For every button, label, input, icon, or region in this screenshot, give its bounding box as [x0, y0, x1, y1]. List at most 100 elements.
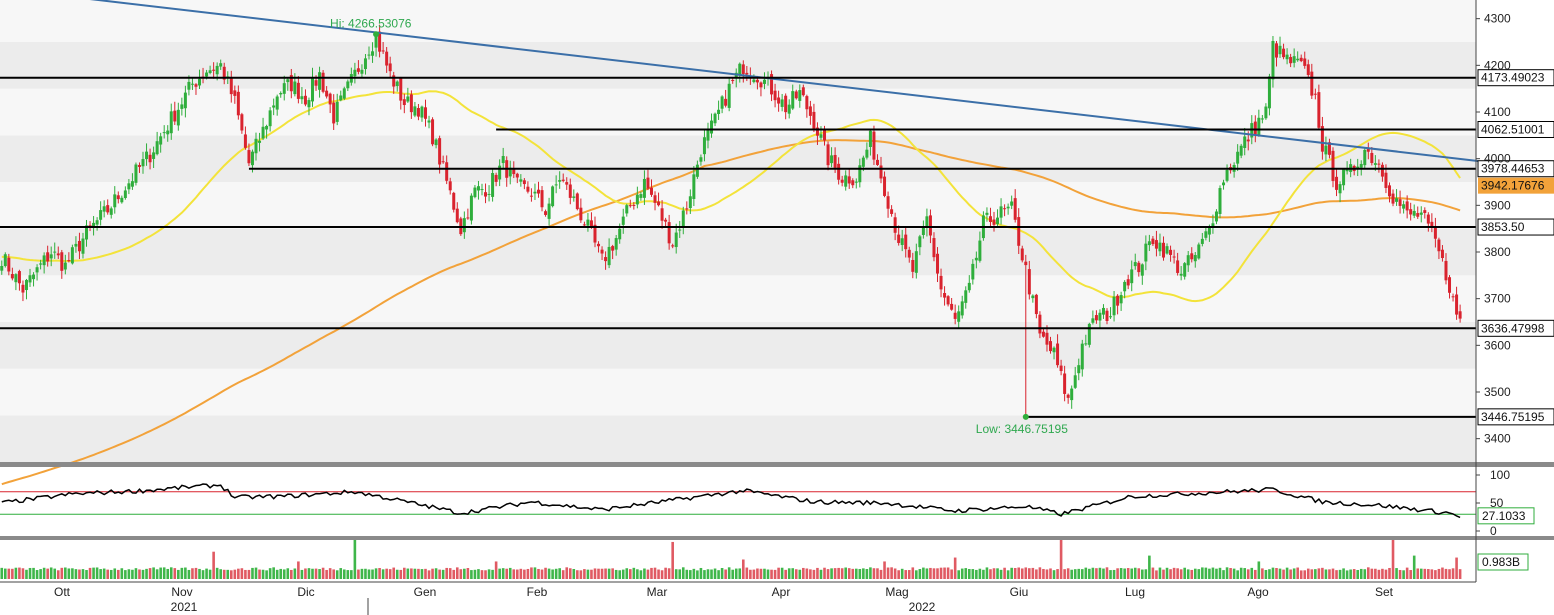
volume-bar	[388, 569, 392, 579]
volume-bar	[1342, 568, 1345, 579]
volume-bar	[1006, 570, 1010, 579]
candle-body	[1222, 182, 1226, 186]
volume-bar	[745, 567, 749, 579]
volume-bar	[621, 569, 625, 579]
volume-bar	[957, 570, 960, 579]
volume-bar	[1275, 568, 1278, 579]
volume-bar	[1169, 569, 1172, 579]
volume-bar	[1236, 570, 1239, 579]
volume-bar	[653, 567, 657, 579]
candle-body	[353, 69, 357, 77]
volume-bar	[452, 569, 456, 579]
candle-body	[1419, 212, 1423, 215]
volume-bar	[392, 567, 396, 579]
candle-body	[851, 180, 855, 186]
candle-body	[32, 274, 36, 280]
volume-bar	[346, 570, 350, 579]
candle-body	[731, 80, 735, 82]
candle-body	[399, 77, 403, 101]
candle-body	[1440, 249, 1444, 259]
volume-bar	[685, 569, 689, 579]
volume-bar	[290, 569, 293, 579]
candle-body	[1066, 394, 1070, 398]
volume-bar	[208, 569, 212, 579]
candle-body	[275, 96, 279, 110]
candle-body	[632, 204, 636, 206]
candle-body	[953, 312, 957, 319]
candle-body	[1094, 315, 1098, 321]
candle-body	[565, 182, 569, 185]
volume-bar	[268, 568, 272, 579]
volume-bar	[470, 570, 473, 579]
volume-bar	[272, 567, 275, 579]
candle-body	[1087, 323, 1091, 345]
volume-bar	[1268, 569, 1271, 579]
volume-bar	[1190, 569, 1194, 579]
candle-body	[667, 222, 671, 244]
volume-bar	[699, 567, 703, 579]
level-tag-label: 3853.50	[1481, 220, 1525, 234]
candle-body	[1331, 150, 1335, 181]
candle-body	[1190, 253, 1194, 260]
candle-body	[1458, 311, 1462, 319]
candle-body	[808, 106, 812, 116]
candle-body	[628, 205, 632, 207]
candle-body	[360, 69, 364, 74]
candle-body	[1271, 40, 1275, 80]
candle-body	[589, 220, 593, 228]
volume-bar	[1398, 569, 1402, 579]
volume-bar	[194, 567, 198, 579]
volume-bar	[1306, 568, 1310, 579]
volume-bar	[353, 540, 357, 579]
volume-bar	[681, 567, 685, 579]
candle-body	[664, 219, 668, 222]
candle-body	[1433, 225, 1437, 239]
candle-body	[918, 236, 922, 248]
candle-body	[1236, 151, 1240, 164]
volume-bar	[703, 570, 706, 579]
candle-body	[265, 125, 269, 130]
candle-body	[798, 90, 802, 101]
candle-body	[1402, 204, 1406, 209]
candle-body	[1313, 93, 1317, 95]
candle-body	[247, 150, 251, 164]
volume-bar	[1112, 569, 1116, 579]
candle-body	[356, 68, 360, 72]
candle-body	[939, 275, 943, 290]
candle-body	[3, 254, 7, 267]
volume-bar	[533, 567, 537, 579]
candle-body	[1123, 281, 1127, 292]
candle-body	[964, 290, 968, 303]
candle-body	[625, 205, 629, 214]
volume-bar	[325, 569, 328, 579]
volume-bar	[1038, 567, 1042, 579]
candle-body	[113, 194, 117, 208]
candle-body	[702, 137, 706, 155]
candle-body	[582, 224, 586, 226]
level-tag	[1477, 218, 1554, 236]
candle-body	[1137, 262, 1141, 273]
volume-bar	[611, 568, 614, 579]
low-marker	[1022, 413, 1029, 420]
volume-bar	[124, 570, 127, 579]
volume-bar	[1254, 569, 1257, 579]
candle-body	[180, 104, 184, 109]
price-tick-label: 3600	[1484, 338, 1511, 352]
volume-bar	[784, 569, 787, 579]
volume-bar	[1430, 569, 1434, 579]
candle-body	[498, 165, 502, 180]
candle-body	[166, 130, 170, 135]
candle-body	[1405, 201, 1409, 211]
volume-bar	[88, 567, 92, 579]
candle-body	[780, 99, 784, 107]
volume-bar	[865, 568, 869, 579]
candle-body	[155, 141, 159, 155]
volume-bar	[975, 569, 978, 579]
candle-body	[815, 127, 819, 136]
volume-bar	[854, 568, 858, 579]
candle-body	[547, 203, 551, 219]
volume-bar	[851, 568, 855, 579]
candle-body	[688, 196, 692, 209]
candle-body	[194, 84, 198, 87]
